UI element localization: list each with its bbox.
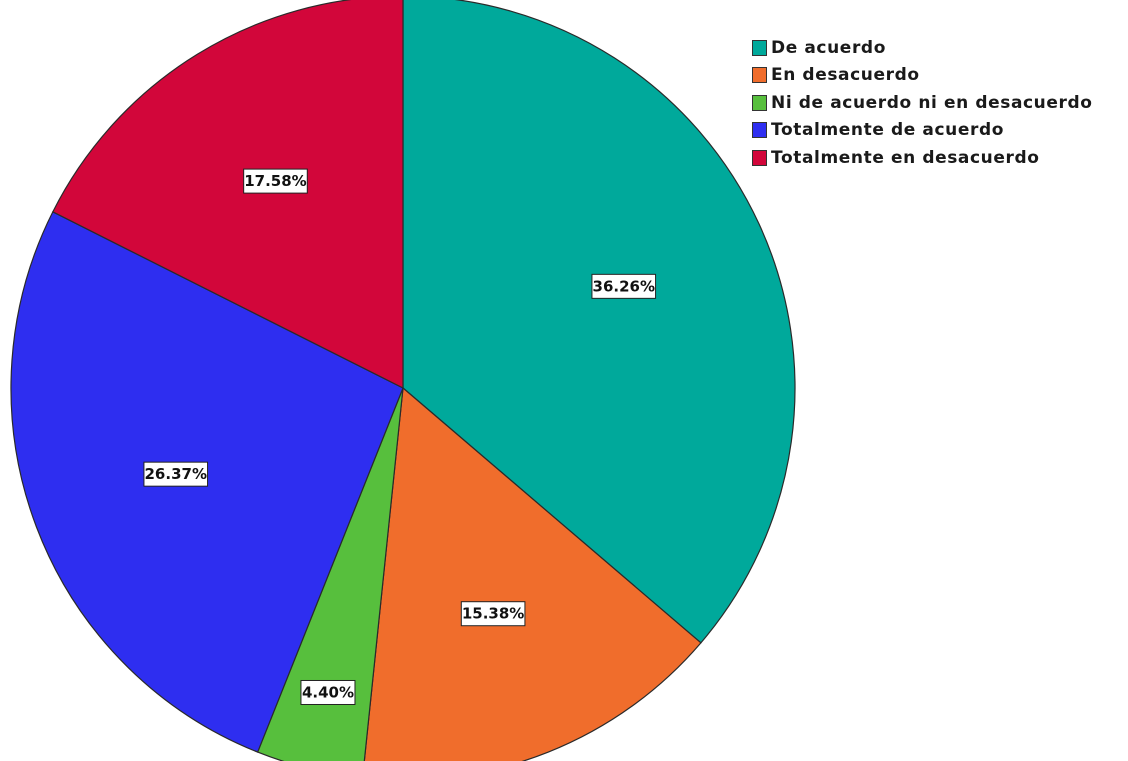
legend-label: En desacuerdo (771, 65, 920, 86)
legend-item: En desacuerdo (752, 62, 1093, 90)
legend-label: De acuerdo (771, 37, 886, 58)
slice-label-box (300, 679, 356, 705)
chart-legend: De acuerdo En desacuerdo Ni de acuerdo ni … (752, 34, 1093, 172)
slice-label-text: 36.26% (593, 277, 655, 295)
pie-slices (10, 0, 796, 761)
legend-item: Totalmente de acuerdo (752, 117, 1093, 145)
slice-label-text: 17.58% (244, 172, 306, 190)
legend-label: Totalmente de acuerdo (771, 120, 1004, 141)
legend-swatch (752, 39, 767, 56)
slice-label-text: 26.37% (145, 465, 207, 483)
slice-label: 17.58% (243, 168, 308, 194)
legend-item: Ni de acuerdo ni en desacuerdo (752, 89, 1093, 117)
legend-label: Totalmente en desacuerdo (771, 147, 1040, 168)
pie-slice-totalmente-en-desacuerdo (52, 0, 404, 389)
slice-labels: 36.26% 15.38% 4.40% 26.37% 17.58% (143, 168, 657, 705)
slice-label: 26.37% (143, 461, 209, 487)
legend-swatch (752, 149, 767, 166)
legend-swatch (752, 67, 767, 84)
pie-slice-de-acuerdo (402, 0, 796, 644)
legend-label: Ni de acuerdo ni en desacuerdo (771, 92, 1093, 113)
slice-label-box (591, 273, 657, 299)
slice-label-text: 15.38% (462, 605, 524, 623)
slice-label-box (143, 461, 209, 487)
slice-label-text: 4.40% (302, 683, 354, 701)
legend-item: Totalmente en desacuerdo (752, 144, 1093, 172)
legend-swatch (752, 94, 767, 111)
pie-slice-en-desacuerdo (363, 386, 702, 761)
legend-swatch (752, 122, 767, 139)
legend-item: De acuerdo (752, 34, 1093, 62)
slice-label: 15.38% (460, 601, 526, 627)
slice-label-box (243, 168, 308, 194)
slice-label-box (460, 601, 526, 627)
slice-label: 4.40% (300, 679, 356, 705)
slice-label: 36.26% (591, 273, 657, 299)
